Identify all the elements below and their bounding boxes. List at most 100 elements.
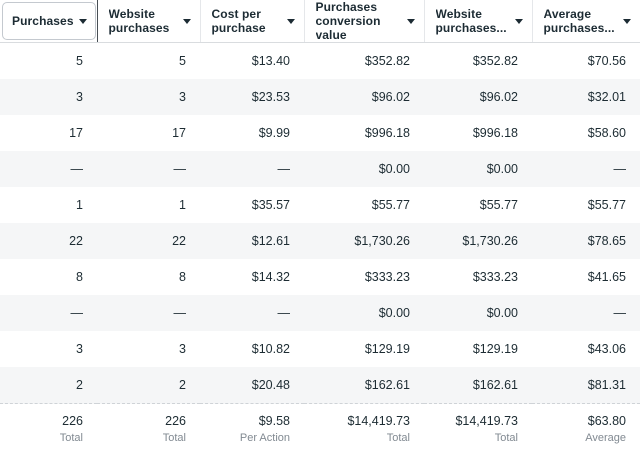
column-header-purchases[interactable]: Purchases [0, 0, 97, 43]
table-cell: $1,730.26 [304, 223, 424, 259]
summary-value: 226 [97, 413, 186, 429]
table-footer: 226 Total 226 Total $9.58 Per Action $14… [0, 404, 640, 454]
table-cell: 17 [97, 115, 200, 151]
table-cell: 2 [0, 367, 97, 404]
chevron-down-icon[interactable] [623, 19, 631, 24]
table-cell: 22 [0, 223, 97, 259]
table-cell: $78.65 [532, 223, 640, 259]
table-cell: $55.77 [304, 187, 424, 223]
table-cell: 8 [0, 259, 97, 295]
summary-cell: $63.80 Average [532, 404, 640, 454]
table-cell: 5 [97, 43, 200, 80]
summary-label: Total [0, 431, 83, 445]
table-row: ———$0.00$0.00— [0, 295, 640, 331]
table-cell: $162.61 [424, 367, 532, 404]
summary-cell: $14,419.73 Total [424, 404, 532, 454]
table-header: Purchases Website purchases Cost per pur… [0, 0, 640, 43]
table-cell: $55.77 [424, 187, 532, 223]
summary-label: Total [97, 431, 186, 445]
table-cell: 1 [97, 187, 200, 223]
chevron-down-icon[interactable] [79, 19, 87, 24]
table-cell: $41.65 [532, 259, 640, 295]
table-cell: $1,730.26 [424, 223, 532, 259]
table-cell: 17 [0, 115, 97, 151]
chevron-down-icon[interactable] [407, 19, 415, 24]
table-cell: $13.40 [200, 43, 304, 80]
summary-value: 226 [0, 413, 83, 429]
table-cell: $14.32 [200, 259, 304, 295]
table-cell: $55.77 [532, 187, 640, 223]
table-cell: $12.61 [200, 223, 304, 259]
table-cell: $129.19 [304, 331, 424, 367]
table-cell: — [0, 151, 97, 187]
summary-value: $14,419.73 [304, 413, 410, 429]
table-cell: 3 [0, 331, 97, 367]
column-header-label: Cost per purchase [212, 7, 283, 35]
table-cell: $333.23 [304, 259, 424, 295]
table-cell: — [97, 151, 200, 187]
table-cell: 3 [0, 79, 97, 115]
table-cell: $162.61 [304, 367, 424, 404]
summary-value: $9.58 [200, 413, 290, 429]
table-cell: — [0, 295, 97, 331]
summary-cell: $9.58 Per Action [200, 404, 304, 454]
table-cell: $0.00 [424, 151, 532, 187]
table-cell: — [200, 295, 304, 331]
summary-row: 226 Total 226 Total $9.58 Per Action $14… [0, 404, 640, 454]
summary-label: Average [532, 431, 626, 445]
summary-label: Per Action [200, 431, 290, 445]
table-cell: 22 [97, 223, 200, 259]
table-cell: $58.60 [532, 115, 640, 151]
table-cell: $0.00 [304, 151, 424, 187]
column-header-purchases-conversion-value[interactable]: Purchases conversion value [304, 0, 424, 43]
column-header-cost-per-purchase[interactable]: Cost per purchase [200, 0, 304, 43]
chevron-down-icon[interactable] [515, 19, 523, 24]
table-cell: $35.57 [200, 187, 304, 223]
summary-value: $63.80 [532, 413, 626, 429]
table-cell: $9.99 [200, 115, 304, 151]
table-cell: $43.06 [532, 331, 640, 367]
column-header-label: Average purchases... [544, 7, 619, 35]
table-cell: 8 [97, 259, 200, 295]
column-header-label: Website purchases [109, 7, 179, 35]
column-header-label: Purchases [12, 14, 74, 28]
table-cell: — [200, 151, 304, 187]
table-cell: $96.02 [304, 79, 424, 115]
summary-value: $14,419.73 [424, 413, 518, 429]
table-cell: — [532, 151, 640, 187]
table-cell: $0.00 [304, 295, 424, 331]
column-header-label: Purchases conversion value [316, 0, 403, 42]
table-cell: 5 [0, 43, 97, 80]
table-cell: $996.18 [304, 115, 424, 151]
table-cell: $70.56 [532, 43, 640, 80]
summary-cell: $14,419.73 Total [304, 404, 424, 454]
table-cell: $129.19 [424, 331, 532, 367]
table-cell: 2 [97, 367, 200, 404]
column-header-average-purchases[interactable]: Average purchases... [532, 0, 640, 43]
table-row: ———$0.00$0.00— [0, 151, 640, 187]
chevron-down-icon[interactable] [183, 19, 191, 24]
column-header-website-purchases-value[interactable]: Website purchases... [424, 0, 532, 43]
table-cell: $352.82 [424, 43, 532, 80]
table-cell: $0.00 [424, 295, 532, 331]
table-cell: $352.82 [304, 43, 424, 80]
table-cell: $96.02 [424, 79, 532, 115]
column-header-website-purchases[interactable]: Website purchases [97, 0, 200, 43]
chevron-down-icon[interactable] [287, 19, 295, 24]
table-cell: $23.53 [200, 79, 304, 115]
summary-label: Total [304, 431, 410, 445]
table-cell: 3 [97, 331, 200, 367]
table-cell: 3 [97, 79, 200, 115]
table-cell: 1 [0, 187, 97, 223]
table-cell: $333.23 [424, 259, 532, 295]
summary-cell: 226 Total [0, 404, 97, 454]
table-cell: — [97, 295, 200, 331]
